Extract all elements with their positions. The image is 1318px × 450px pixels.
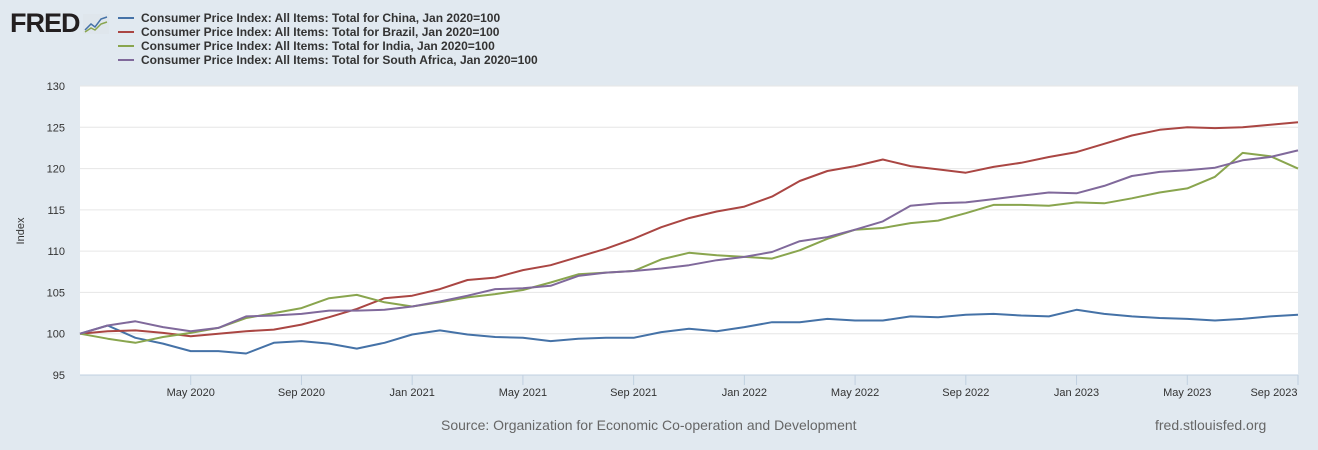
- series-line-brazil[interactable]: [79, 121, 1299, 338]
- y-tick-label: 120: [47, 164, 65, 176]
- y-tick-label: 115: [47, 205, 65, 217]
- source-note: Source: Organization for Economic Co-ope…: [441, 417, 857, 433]
- line-chart: 95 100 105 110 115 120 125 130 May 2020 Sep 2020…: [15, 81, 1299, 399]
- legend-label: Consumer Price Index: All Items: Total f…: [141, 11, 501, 25]
- series-line-india[interactable]: [79, 151, 1299, 344]
- x-tick-label: Sep 2020: [278, 387, 325, 399]
- y-tick-label: 100: [47, 329, 65, 341]
- legend-item-china[interactable]: Consumer Price Index: All Items: Total f…: [118, 11, 538, 25]
- site-link[interactable]: fred.stlouisfed.org: [1155, 417, 1267, 433]
- y-axis-label: Index: [15, 217, 27, 244]
- legend-swatch: [118, 31, 134, 33]
- chart-legend: Consumer Price Index: All Items: Total f…: [118, 11, 538, 67]
- y-tick-label: 95: [53, 370, 65, 382]
- series-line-south-africa[interactable]: [79, 149, 1299, 335]
- x-tick-label: May 2021: [499, 387, 547, 399]
- legend-swatch: [118, 59, 134, 61]
- legend-item-south-africa[interactable]: Consumer Price Index: All Items: Total f…: [118, 53, 538, 67]
- fred-graph-icon: [82, 13, 109, 34]
- y-tick-label: 125: [47, 122, 65, 134]
- y-tick-label: 110: [47, 246, 65, 258]
- x-tick-label: May 2022: [831, 387, 879, 399]
- legend-label: Consumer Price Index: All Items: Total f…: [141, 39, 495, 53]
- x-tick-label: Jan 2023: [1054, 387, 1099, 399]
- fred-logo-text: FRED: [10, 8, 80, 38]
- y-tick-label: 105: [47, 287, 65, 299]
- legend-label: Consumer Price Index: All Items: Total f…: [141, 53, 538, 67]
- y-tick-label: 130: [47, 81, 65, 93]
- legend-swatch: [118, 45, 134, 47]
- legend-swatch: [118, 17, 134, 19]
- x-tick-label: Sep 2023: [1250, 387, 1297, 399]
- x-tick-label: Sep 2022: [942, 387, 989, 399]
- fred-logo[interactable]: FRED: [10, 8, 109, 39]
- x-tick-label: Jan 2022: [722, 387, 767, 399]
- legend-label: Consumer Price Index: All Items: Total f…: [141, 25, 500, 39]
- plot-area: [80, 86, 1298, 375]
- x-tick-label: May 2020: [167, 387, 215, 399]
- x-tick-label: Jan 2021: [390, 387, 435, 399]
- series-line-china[interactable]: [79, 308, 1299, 355]
- legend-item-brazil[interactable]: Consumer Price Index: All Items: Total f…: [118, 25, 538, 39]
- x-tick-label: Sep 2021: [610, 387, 657, 399]
- x-tick-label: May 2023: [1163, 387, 1211, 399]
- legend-item-india[interactable]: Consumer Price Index: All Items: Total f…: [118, 39, 538, 53]
